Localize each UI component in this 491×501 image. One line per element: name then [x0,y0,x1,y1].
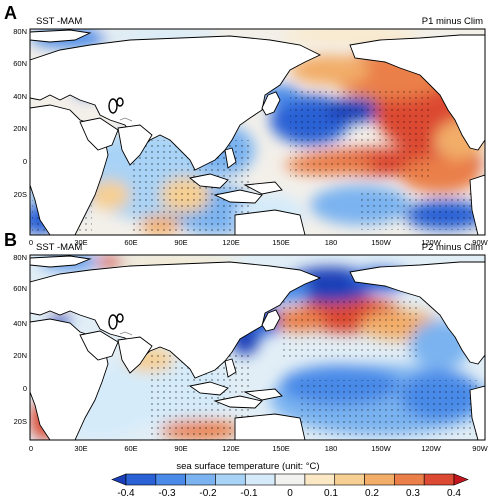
land [30,255,485,440]
lat-label: 40N [13,319,27,328]
colorbar-tick-label: 0.3 [406,488,420,499]
lat-label: 20N [13,124,27,133]
panel-title-left: SST -MAM [36,16,82,27]
lon-label: 90W [472,238,488,247]
colorbar-cell [364,473,395,486]
lat-label: 0 [23,384,27,393]
lon-label: 150E [272,238,290,247]
colorbar-title: sea surface temperature (unit: °C) [176,461,319,472]
lat-label: 60N [13,284,27,293]
colorbar-cell [423,473,455,486]
colorbar-cell [244,473,276,486]
colorbar-cells [111,473,469,486]
map-frame [29,254,486,441]
lon-label: 30E [74,238,87,247]
colorbar-cell [394,473,425,486]
colorbar-cell [155,473,186,486]
lon-label: 120W [421,444,442,453]
colorbar-cell [111,473,127,486]
colorbar-cell [215,473,246,486]
lat-label: 20N [13,351,27,360]
colorbar-ticks: -0.4 -0.3 -0.2 -0.1 0 0.1 0.2 0.3 0.4 [117,488,461,499]
sst-field [30,255,485,440]
colorbar-tick-label: -0.1 [240,488,258,499]
lon-label: 90E [174,238,187,247]
lon-label: 0 [29,444,33,453]
colorbar-cell [334,473,365,486]
lon-label: 90W [472,444,488,453]
lat-label: 20S [14,190,27,199]
colorbar-cell [453,473,469,486]
lat-label: 0 [23,157,27,166]
panel-b: B SST -MAM P2 minus Clim [4,230,489,453]
lon-axis: 0 30E 60E 90E 120E 150E 180 150W 120W 90… [29,444,489,453]
panel-title-left: SST -MAM [36,242,82,253]
lon-label: 120W [421,238,442,247]
colorbar-cell [125,473,157,486]
panel-a: A SST -MAM P1 minus Clim [4,3,489,247]
colorbar-cell [304,473,336,486]
lat-axis: 80N 60N 40N 20N 0 20S [13,253,27,426]
colorbar: sea surface temperature (unit: °C) -0.4-… [111,461,469,499]
lat-label: 60N [13,59,27,68]
map-frame [29,28,486,236]
panel-letter: B [4,230,17,250]
lat-label: 20S [14,417,27,426]
lat-label: 80N [13,253,27,262]
lon-label: 90E [174,444,187,453]
lon-label: 150W [371,238,392,247]
colorbar-cell [274,473,306,486]
lon-label: 30E [74,444,87,453]
panel-title-right: P2 minus Clim [422,242,483,253]
colorbar-tick-label: 0.2 [365,488,379,499]
lon-label: 60E [124,238,137,247]
lat-label: 40N [13,92,27,101]
colorbar-cell [185,473,216,486]
colorbar-tick-label: -0.4 [117,488,135,499]
panel-letter: A [4,3,17,23]
colorbar-tick-label: -0.3 [158,488,176,499]
colorbar-tick-label: 0 [287,488,293,499]
land [30,29,485,235]
lon-axis: 0 30E 60E 90E 120E 150E 180 150W 120W 90… [29,238,489,247]
colorbar-tick-label: 0.1 [324,488,338,499]
sst-field [30,29,485,235]
lat-label: 80N [13,27,27,36]
lon-label: 0 [29,238,33,247]
lon-label: 150E [272,444,290,453]
lon-label: 120E [222,444,240,453]
lat-axis: 80N 60N 40N 20N 0 20S [13,27,27,199]
lon-label: 60E [124,444,137,453]
lon-label: 120E [222,238,240,247]
colorbar-tick-label: -0.2 [199,488,217,499]
lon-label: 180 [325,444,338,453]
lon-label: 180 [325,238,338,247]
lon-label: 150W [371,444,392,453]
colorbar-tick-label: 0.4 [447,488,461,499]
panel-title-right: P1 minus Clim [422,16,483,27]
